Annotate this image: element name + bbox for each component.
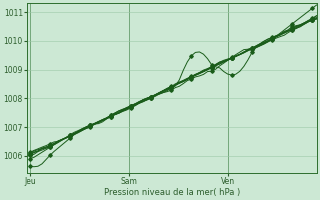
X-axis label: Pression niveau de la mer( hPa ): Pression niveau de la mer( hPa ) xyxy=(104,188,240,197)
